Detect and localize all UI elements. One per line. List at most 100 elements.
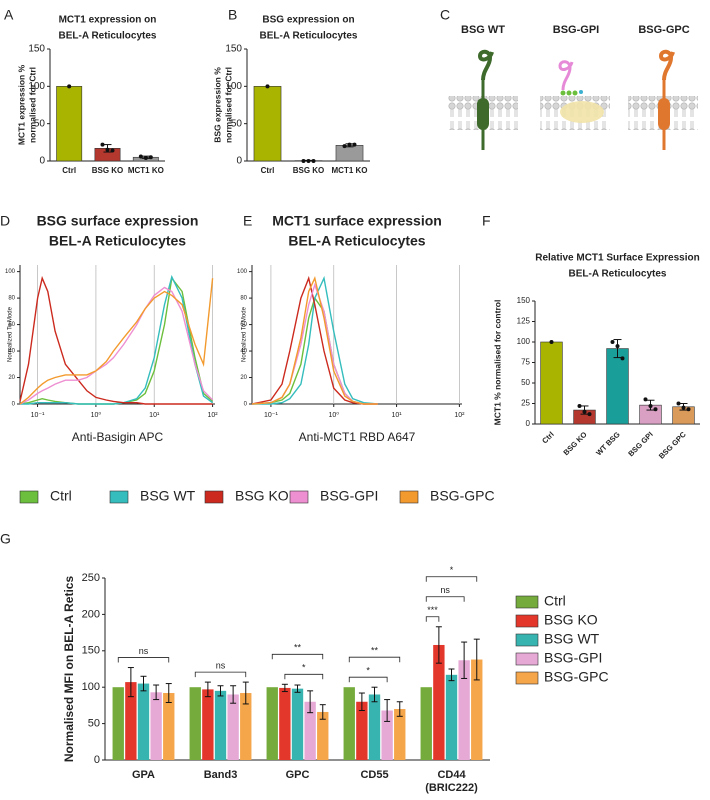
y-tick-label: 60 <box>240 322 247 328</box>
x-axis-label: Anti-Basigin APC <box>72 430 164 444</box>
panel-label: G <box>0 531 11 547</box>
panel-label: F <box>482 213 491 229</box>
y-tick-label: 60 <box>8 322 15 328</box>
y-tick-label: 0 <box>236 156 242 167</box>
chart-title: BEL-A Reticulocytes <box>49 233 186 249</box>
y-tick-label: 125 <box>517 317 531 326</box>
x-tick-label: 10⁻¹ <box>264 412 278 419</box>
bsg-gpi-protein <box>558 60 604 123</box>
x-tick-label: BSG GPI <box>626 430 654 458</box>
legend-label: BSG-GPI <box>544 650 602 666</box>
bar <box>227 694 239 760</box>
chart-title: BEL-A Reticulocytes <box>569 269 667 280</box>
y-tick-label: 100 <box>28 81 45 92</box>
y-tick-label: 50 <box>231 118 243 129</box>
x-tick-label: CD44 (BRIC222) <box>425 769 478 794</box>
chart-title: MCT1 surface expression <box>272 213 442 229</box>
y-tick-label: 75 <box>521 358 530 367</box>
data-point <box>100 142 105 147</box>
y-tick-label: 40 <box>240 349 247 355</box>
x-tick-label: CD55 <box>360 769 388 781</box>
chart-title: BSG surface expression <box>37 213 199 229</box>
y-tick-label: 50 <box>521 378 530 387</box>
legend-label: Ctrl <box>544 593 566 609</box>
y-axis-label: Normalized To Mode <box>8 306 14 362</box>
significance-label: * <box>302 663 306 673</box>
data-point <box>110 148 115 153</box>
chart-title: BEL-A Reticulocytes <box>288 233 425 249</box>
x-tick-label: MCT1 KO <box>128 166 164 175</box>
panel-label: E <box>243 213 252 229</box>
curve <box>19 286 214 405</box>
data-point <box>352 142 357 147</box>
data-point <box>686 407 691 412</box>
y-tick-label: 150 <box>28 44 45 55</box>
data-point <box>582 409 587 414</box>
bar <box>343 687 355 760</box>
significance-label: ns <box>440 585 450 595</box>
y-tick-label: 150 <box>225 44 242 55</box>
y-tick-label: 100 <box>5 269 16 275</box>
y-tick-label: 0 <box>12 402 16 408</box>
chart-title: BEL-A Reticulocytes <box>59 31 157 42</box>
y-axis-label: BSG expression % <box>212 67 222 143</box>
panel-label: D <box>0 213 10 229</box>
panel-label: C <box>440 7 450 23</box>
data-point <box>265 84 270 89</box>
bsg-wt-protein <box>477 49 494 150</box>
bar <box>150 692 162 760</box>
x-tick-label: 10² <box>454 412 465 419</box>
data-point <box>138 154 143 159</box>
bar <box>304 701 316 760</box>
bar <box>420 687 432 760</box>
bar <box>163 693 175 760</box>
bar <box>335 145 364 162</box>
significance-bracket <box>194 671 247 678</box>
legend-swatch <box>289 490 309 504</box>
chart-title: BSG expression on <box>262 15 354 26</box>
data-point <box>643 397 648 402</box>
legend-swatch <box>515 595 539 609</box>
diagram-label: BSG-GPC <box>638 24 689 36</box>
bar <box>445 674 458 760</box>
bar <box>56 86 83 162</box>
legend-swatch <box>19 490 39 504</box>
legend-label: BSG KO <box>235 488 289 504</box>
y-axis-label: MCT1 % normalised for control <box>492 300 502 426</box>
x-tick-label: 10² <box>208 412 219 419</box>
data-point <box>67 84 72 89</box>
bar <box>540 341 563 425</box>
bar <box>471 659 483 760</box>
y-axis-label: Normalised MFI on BEL-A Retics <box>62 576 76 763</box>
y-tick-label: 0 <box>526 419 531 428</box>
y-tick-label: 25 <box>521 399 530 408</box>
x-tick-label: WT BSG <box>594 430 622 458</box>
bar <box>606 348 629 425</box>
bar <box>368 694 381 760</box>
data-point <box>610 340 615 344</box>
y-tick-label: 100 <box>517 337 531 346</box>
bar <box>394 709 406 760</box>
data-point <box>653 407 658 412</box>
x-tick-label: GPC <box>286 769 310 781</box>
data-point <box>620 356 625 361</box>
data-point <box>311 159 316 163</box>
bar <box>381 710 393 760</box>
y-tick-label: 20 <box>8 375 15 381</box>
data-point <box>301 159 306 163</box>
curve <box>19 275 213 405</box>
data-point <box>306 159 311 163</box>
legend-swatch <box>204 490 224 504</box>
chart-title: Relative MCT1 Surface Expression <box>535 253 700 264</box>
x-axis-label: Anti-MCT1 RBD A647 <box>299 430 416 444</box>
curve <box>20 274 214 405</box>
x-tick-label: Ctrl <box>261 166 275 175</box>
y-tick-label: 80 <box>240 296 247 302</box>
bar <box>125 682 137 760</box>
chart-title: BEL-A Reticulocytes <box>260 31 358 42</box>
data-point <box>587 412 592 417</box>
significance-label: ns <box>139 646 149 656</box>
bar <box>214 690 227 760</box>
significance-bracket <box>425 616 440 622</box>
legend-label: BSG WT <box>544 631 600 647</box>
